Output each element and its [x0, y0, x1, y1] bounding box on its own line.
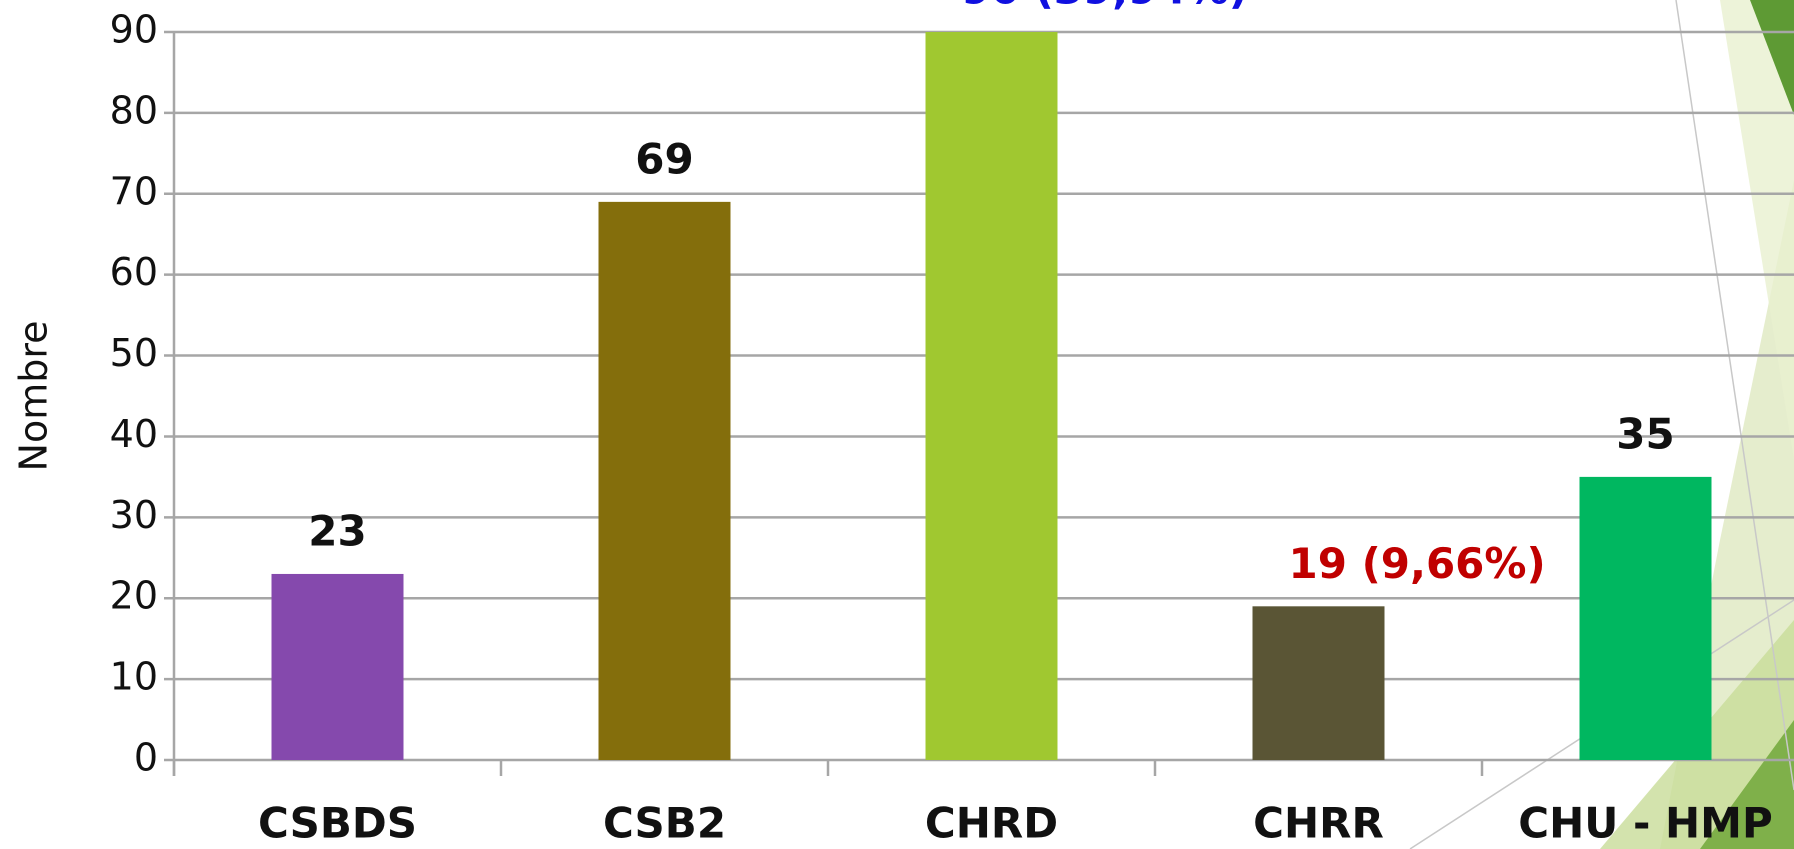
- x-tick-label: CHRR: [1253, 799, 1384, 848]
- x-tick-label: CHU - HMP: [1518, 799, 1772, 848]
- data-label: 35: [1616, 409, 1674, 458]
- data-label: 69: [635, 134, 693, 183]
- data-label: 23: [308, 506, 366, 555]
- x-tick-label: CSBDS: [258, 799, 417, 848]
- y-tick-label: 20: [110, 574, 158, 618]
- y-tick-label: 50: [110, 331, 158, 375]
- bar: [1252, 606, 1385, 760]
- y-tick-label: 90: [110, 8, 158, 52]
- y-tick-label: 40: [110, 412, 158, 456]
- y-tick-label: 70: [110, 169, 158, 213]
- x-tick-label: CHRD: [925, 799, 1058, 848]
- bar: [271, 573, 404, 760]
- y-tick-label: 10: [110, 655, 158, 699]
- data-label: 90 (39,94%): [962, 0, 1248, 14]
- y-tick-label: 0: [134, 736, 158, 780]
- y-axis-label: Nombre: [12, 321, 56, 472]
- y-tick-label: 60: [110, 250, 158, 294]
- bar: [925, 32, 1058, 760]
- bar: [1579, 476, 1712, 760]
- y-tick-label: 30: [110, 493, 158, 537]
- x-tick-label: CSB2: [603, 799, 726, 848]
- data-label: 19 (9,66%): [1289, 539, 1546, 588]
- bar: [598, 201, 731, 760]
- y-tick-label: 80: [110, 88, 158, 132]
